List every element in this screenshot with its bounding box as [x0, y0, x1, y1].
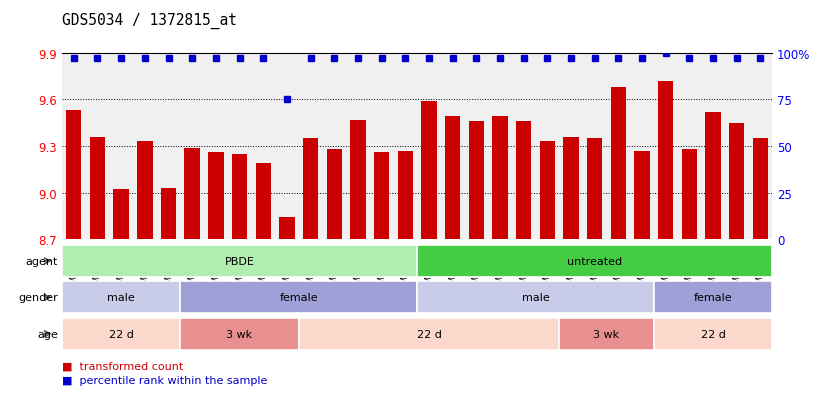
Text: male: male — [107, 292, 135, 303]
Text: ■  transformed count: ■ transformed count — [62, 361, 183, 371]
Bar — [634, 151, 650, 240]
Bar — [113, 190, 129, 240]
Bar — [468, 122, 484, 240]
Bar — [445, 117, 460, 240]
FancyBboxPatch shape — [559, 318, 654, 350]
Text: female: female — [279, 292, 318, 303]
Text: female: female — [694, 292, 733, 303]
FancyBboxPatch shape — [62, 245, 417, 278]
Text: agent: agent — [26, 256, 58, 266]
Bar — [587, 139, 602, 240]
Bar — [563, 138, 579, 240]
Bar — [492, 117, 508, 240]
Text: male: male — [522, 292, 549, 303]
Text: 22 d: 22 d — [700, 329, 725, 339]
Text: 22 d: 22 d — [416, 329, 441, 339]
Bar — [421, 102, 437, 240]
Bar — [90, 138, 105, 240]
Bar — [161, 188, 176, 240]
Text: 3 wk: 3 wk — [594, 329, 620, 339]
Text: 22 d: 22 d — [109, 329, 134, 339]
Bar — [374, 153, 389, 240]
Bar — [658, 82, 673, 240]
Text: gender: gender — [18, 292, 58, 303]
FancyBboxPatch shape — [180, 281, 417, 314]
Bar — [137, 142, 153, 240]
FancyBboxPatch shape — [180, 318, 299, 350]
Bar — [516, 122, 531, 240]
Bar — [326, 150, 342, 240]
FancyBboxPatch shape — [654, 318, 772, 350]
FancyBboxPatch shape — [62, 281, 180, 314]
FancyBboxPatch shape — [62, 318, 180, 350]
Bar — [705, 113, 721, 240]
Text: age: age — [37, 329, 58, 339]
Bar — [279, 218, 295, 240]
FancyBboxPatch shape — [299, 318, 559, 350]
Bar — [681, 150, 697, 240]
Bar — [752, 139, 768, 240]
FancyBboxPatch shape — [417, 245, 772, 278]
Bar — [303, 139, 318, 240]
Bar — [66, 111, 82, 240]
Bar — [397, 151, 413, 240]
Bar — [610, 88, 626, 240]
FancyBboxPatch shape — [654, 281, 772, 314]
Bar — [350, 120, 366, 240]
FancyBboxPatch shape — [417, 281, 654, 314]
Text: PBDE: PBDE — [225, 256, 254, 266]
Bar — [729, 123, 744, 240]
Text: 3 wk: 3 wk — [226, 329, 253, 339]
Bar — [184, 148, 200, 240]
Text: untreated: untreated — [567, 256, 622, 266]
Bar — [208, 153, 224, 240]
Bar — [232, 154, 247, 240]
Bar — [255, 164, 271, 240]
Bar — [539, 142, 555, 240]
Text: GDS5034 / 1372815_at: GDS5034 / 1372815_at — [62, 13, 237, 29]
Text: ■  percentile rank within the sample: ■ percentile rank within the sample — [62, 375, 268, 385]
